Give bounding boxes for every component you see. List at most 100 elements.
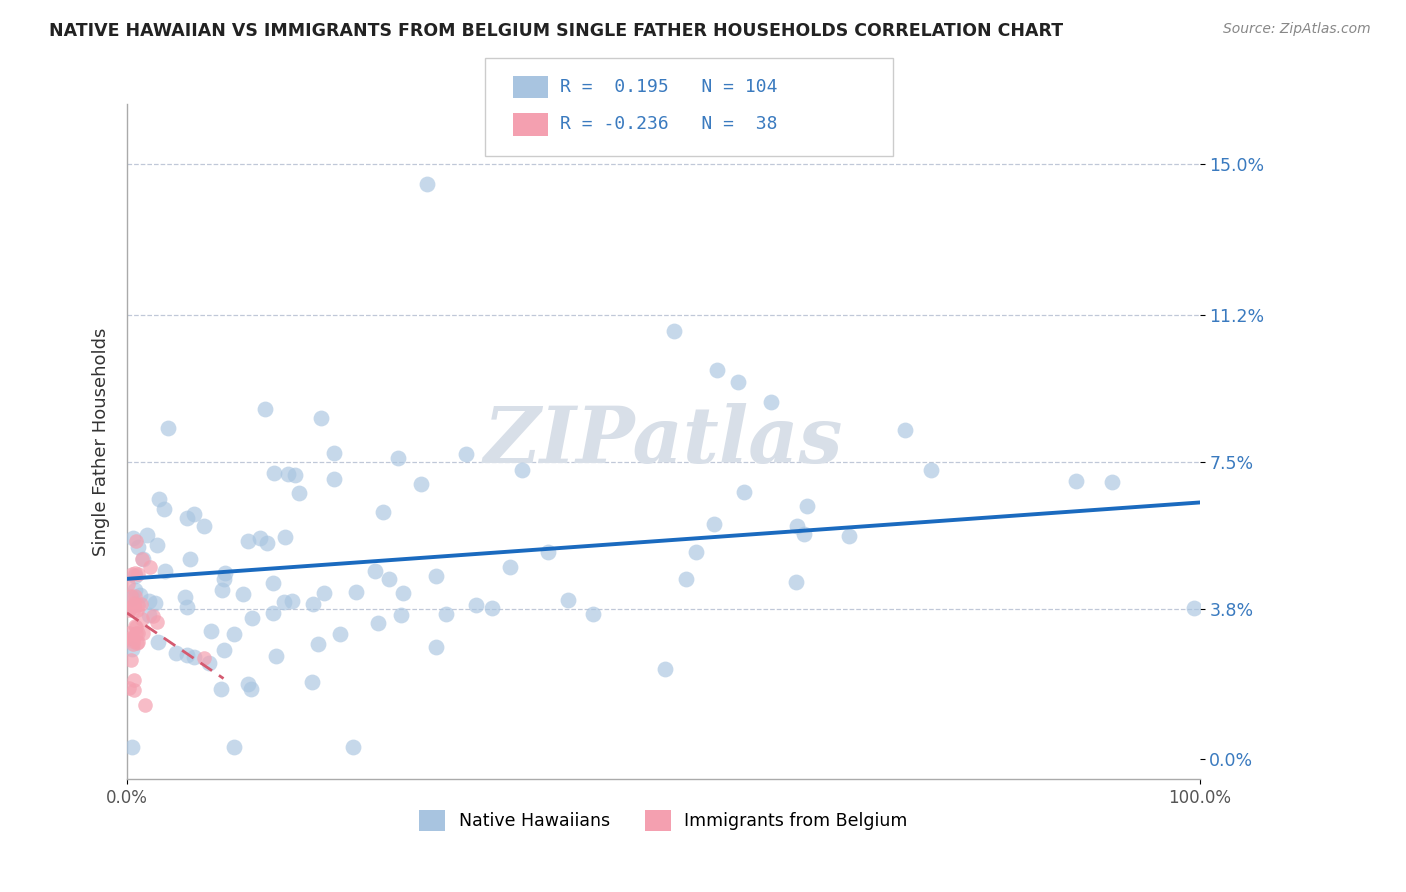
- Point: [425, 569, 447, 583]
- Point: [174, 590, 197, 604]
- Point: [727, 375, 749, 389]
- Point: [894, 423, 917, 437]
- Point: [416, 177, 439, 191]
- Point: [240, 611, 263, 625]
- Point: [127, 626, 149, 640]
- Point: [373, 505, 395, 519]
- Point: [214, 643, 236, 657]
- Point: [121, 642, 143, 657]
- Point: [342, 740, 364, 755]
- Point: [685, 545, 707, 559]
- Point: [122, 531, 145, 545]
- Point: [389, 608, 412, 623]
- Point: [122, 600, 145, 615]
- Point: [1182, 601, 1205, 615]
- Point: [183, 507, 205, 521]
- Point: [464, 598, 486, 612]
- Point: [131, 551, 153, 566]
- Point: [703, 516, 725, 531]
- Point: [263, 467, 285, 481]
- Point: [249, 531, 271, 545]
- Text: NATIVE HAWAIIAN VS IMMIGRANTS FROM BELGIUM SINGLE FATHER HOUSEHOLDS CORRELATION : NATIVE HAWAIIAN VS IMMIGRANTS FROM BELGI…: [49, 22, 1063, 40]
- Point: [796, 500, 818, 514]
- Point: [124, 566, 146, 580]
- Text: R =  0.195   N = 104: R = 0.195 N = 104: [560, 78, 778, 95]
- Point: [224, 740, 246, 755]
- Point: [121, 740, 143, 755]
- Text: ZIPatlas: ZIPatlas: [484, 403, 844, 480]
- Point: [145, 615, 167, 629]
- Point: [124, 589, 146, 603]
- Point: [118, 632, 141, 646]
- Point: [499, 560, 522, 574]
- Point: [377, 572, 399, 586]
- Point: [165, 646, 187, 660]
- Point: [301, 598, 323, 612]
- Point: [156, 420, 179, 434]
- Point: [273, 595, 295, 609]
- Point: [124, 569, 146, 583]
- Point: [124, 683, 146, 698]
- Point: [301, 674, 323, 689]
- Point: [138, 607, 160, 622]
- Point: [1101, 475, 1123, 490]
- Point: [224, 627, 246, 641]
- Point: [117, 577, 139, 591]
- Point: [200, 624, 222, 639]
- Point: [344, 584, 367, 599]
- Point: [212, 572, 235, 586]
- Point: [392, 586, 415, 600]
- Point: [232, 586, 254, 600]
- Point: [143, 596, 166, 610]
- Point: [127, 635, 149, 649]
- Point: [117, 625, 139, 640]
- Point: [557, 593, 579, 607]
- Point: [136, 528, 159, 542]
- Point: [138, 594, 160, 608]
- Point: [127, 540, 149, 554]
- Point: [236, 676, 259, 690]
- Point: [193, 519, 215, 533]
- Point: [122, 637, 145, 651]
- Point: [322, 446, 344, 460]
- Point: [120, 599, 142, 614]
- Point: [481, 601, 503, 615]
- Point: [125, 626, 148, 640]
- Point: [134, 698, 156, 712]
- Point: [288, 485, 311, 500]
- Point: [262, 606, 284, 620]
- Point: [311, 411, 333, 425]
- Point: [537, 544, 560, 558]
- Point: [1064, 474, 1087, 488]
- Point: [124, 619, 146, 633]
- Point: [118, 603, 141, 617]
- Point: [122, 673, 145, 687]
- Point: [122, 631, 145, 645]
- Point: [124, 582, 146, 597]
- Point: [139, 559, 162, 574]
- Point: [131, 612, 153, 626]
- Point: [152, 501, 174, 516]
- Point: [127, 566, 149, 581]
- Point: [193, 651, 215, 665]
- Point: [120, 653, 142, 667]
- Point: [662, 324, 685, 338]
- Point: [121, 591, 143, 606]
- Point: [179, 551, 201, 566]
- Point: [153, 564, 176, 578]
- Point: [759, 395, 782, 409]
- Point: [786, 518, 808, 533]
- Point: [785, 574, 807, 589]
- Point: [120, 589, 142, 603]
- Point: [176, 648, 198, 662]
- Point: [238, 534, 260, 549]
- Point: [132, 625, 155, 640]
- Point: [456, 446, 478, 460]
- Point: [125, 534, 148, 549]
- Point: [323, 472, 346, 486]
- Text: Source: ZipAtlas.com: Source: ZipAtlas.com: [1223, 22, 1371, 37]
- Point: [654, 662, 676, 676]
- Point: [146, 634, 169, 648]
- Point: [733, 485, 755, 500]
- Point: [146, 538, 169, 552]
